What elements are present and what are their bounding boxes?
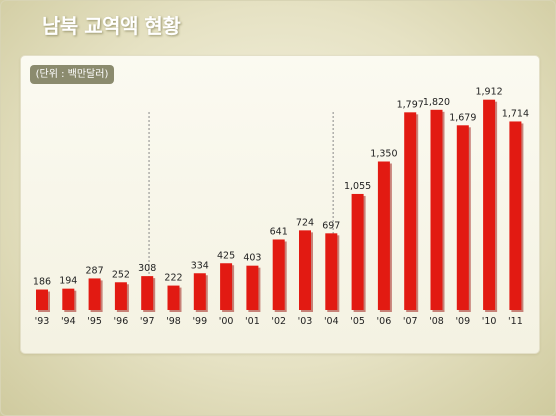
bar-99: [193, 273, 206, 310]
data-label: 641: [270, 226, 288, 237]
x-tick-label: '98: [166, 316, 181, 327]
data-labels: 186 194 287 252 308 222 334 425 403 641 724 697 1,05…: [33, 87, 529, 288]
bar-11: [509, 121, 522, 311]
bar-93: [36, 289, 48, 310]
data-label: 1,714: [502, 108, 529, 119]
bar-98: [167, 285, 180, 310]
x-tick-label: '02: [271, 316, 286, 327]
bar-00: [220, 263, 233, 310]
x-tick-label: '00: [219, 316, 234, 327]
x-tick-label: '94: [61, 316, 76, 327]
data-label: 403: [243, 253, 261, 264]
x-tick-label: '07: [403, 316, 418, 327]
data-label: 222: [164, 273, 182, 284]
data-label: 1,820: [423, 97, 450, 108]
x-tick-label: '01: [245, 316, 260, 327]
x-tick-label: '08: [429, 316, 444, 327]
x-tick-label: '04: [324, 316, 339, 327]
data-label: 697: [322, 220, 340, 231]
data-label: 1,350: [370, 149, 397, 160]
data-label: 308: [138, 263, 156, 274]
data-label: 1,797: [397, 99, 424, 110]
data-label: 287: [86, 265, 104, 276]
x-tick-label: '10: [482, 316, 497, 327]
data-label: 194: [59, 276, 77, 287]
bar-10: [483, 99, 496, 311]
bar-96: [114, 282, 127, 310]
data-label: 1,912: [475, 87, 502, 98]
bar-08: [430, 109, 443, 310]
x-tick-label: '03: [298, 316, 313, 327]
x-tick-label: '09: [455, 316, 470, 327]
bars: [36, 99, 524, 313]
unit-label: (단위 : 백만달러): [30, 65, 114, 84]
data-label: 1,679: [449, 112, 476, 123]
bar-02: [272, 239, 285, 310]
x-tick-label: '06: [377, 316, 392, 327]
x-tick-label: '93: [35, 316, 50, 327]
bar-03: [299, 230, 311, 310]
data-label: 186: [33, 277, 51, 288]
x-tick-label: '05: [350, 316, 365, 327]
bar-09: [456, 125, 469, 310]
data-label: 252: [112, 269, 130, 280]
x-tick-label: '99: [192, 316, 207, 327]
x-tick-label: '11: [508, 316, 523, 327]
bar-95: [88, 278, 101, 310]
x-tick-label: '97: [140, 316, 155, 327]
bar-97: [141, 276, 154, 310]
bar-05: [351, 193, 364, 310]
data-label: 1,055: [344, 181, 371, 192]
data-label: 724: [296, 217, 314, 228]
bar-01: [246, 265, 259, 310]
bar-06: [377, 161, 390, 310]
data-label: 334: [191, 260, 209, 271]
data-label: 425: [217, 250, 235, 261]
x-tick-label: '96: [114, 316, 129, 327]
bar-07: [404, 112, 417, 310]
x-tick-label: '95: [87, 316, 102, 327]
bar-94: [62, 288, 75, 310]
bar-04: [325, 233, 338, 310]
page-title: 남북 교역액 현황: [42, 14, 181, 38]
x-axis-ticks: '93 '94 '95 '96 '97 '98 '99 '00 '01 '02 '03 '04 '05 '…: [35, 316, 523, 327]
